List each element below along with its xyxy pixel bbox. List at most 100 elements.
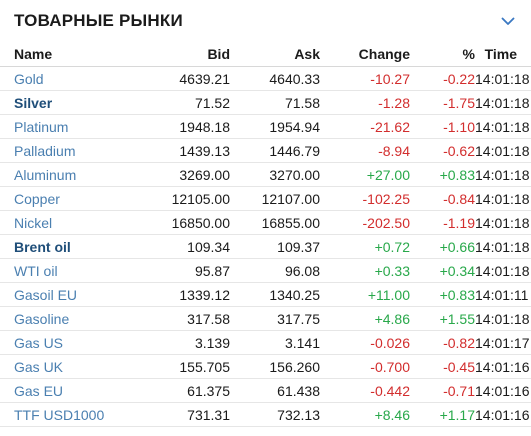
bid-value: 1948.18 xyxy=(120,114,230,139)
table-row[interactable]: Palladium 1439.13 1446.79 -8.94 -0.62 14:01:1… xyxy=(0,138,531,163)
time-value: 14:01:18 xyxy=(475,90,531,115)
change-value: +27.00 xyxy=(320,162,410,187)
percent-change-value: -0.22 xyxy=(410,66,475,91)
name-cell: TTF USD1000 xyxy=(0,402,120,427)
name-cell: Brent oil xyxy=(0,234,120,259)
table-row[interactable]: Brent oil 109.34 109.37 +0.72 +0.66 14:01:18 xyxy=(0,234,531,259)
widget-header: ТОВАРНЫЕ РЫНКИ xyxy=(0,0,531,42)
table-row[interactable]: Copper 12105.00 12107.00 -102.25 -0.84 14:01:… xyxy=(0,186,531,211)
bid-value: 1339.12 xyxy=(120,282,230,307)
change-value: +0.33 xyxy=(320,258,410,283)
percent-change-value: -1.10 xyxy=(410,114,475,139)
percent-change-value: +1.55 xyxy=(410,306,475,331)
name-cell: Gas EU xyxy=(0,378,120,403)
column-header-change[interactable]: Change xyxy=(320,42,410,67)
percent-change-value: +0.34 xyxy=(410,258,475,283)
name-cell: Gasoil EU xyxy=(0,282,120,307)
instrument-name-link[interactable]: Brent oil xyxy=(14,238,71,255)
instrument-name-link[interactable]: Gas EU xyxy=(14,382,64,399)
table-row[interactable]: Platinum 1948.18 1954.94 -21.62 -1.10 14:01:1… xyxy=(0,114,531,139)
instrument-name-link[interactable]: Gas UK xyxy=(14,358,64,375)
column-header-ask[interactable]: Ask xyxy=(230,42,320,67)
instrument-name-link[interactable]: TTF USD1000 xyxy=(14,406,105,423)
change-value: -8.94 xyxy=(320,138,410,163)
name-cell: Nickel xyxy=(0,210,120,235)
instrument-name-link[interactable]: WTI oil xyxy=(14,262,58,279)
bid-value: 3.139 xyxy=(120,330,230,355)
name-cell: Platinum xyxy=(0,114,120,139)
column-header-bid[interactable]: Bid xyxy=(120,42,230,67)
time-value: 14:01:11 xyxy=(475,282,531,307)
time-value: 14:01:16 xyxy=(475,378,531,403)
change-value: -21.62 xyxy=(320,114,410,139)
instrument-name-link[interactable]: Palladium xyxy=(14,142,76,159)
bid-value: 61.375 xyxy=(120,378,230,403)
ask-value: 317.75 xyxy=(230,306,320,331)
table-row[interactable]: WTI oil 95.87 96.08 +0.33 +0.34 14:01:18 xyxy=(0,258,531,283)
time-value: 14:01:17 xyxy=(475,330,531,355)
percent-change-value: -0.62 xyxy=(410,138,475,163)
percent-change-value: -0.84 xyxy=(410,186,475,211)
instrument-name-link[interactable]: Gas US xyxy=(14,334,64,351)
table-row[interactable]: Gasoline 317.58 317.75 +4.86 +1.55 14:01:18 xyxy=(0,306,531,331)
percent-change-value: -1.19 xyxy=(410,210,475,235)
instrument-name-link[interactable]: Copper xyxy=(14,190,60,207)
time-value: 14:01:18 xyxy=(475,210,531,235)
table-row[interactable]: Gas UK 155.705 156.260 -0.700 -0.45 14:01:16 xyxy=(0,354,531,379)
instrument-name-link[interactable]: Silver xyxy=(14,94,53,111)
table-row[interactable]: Gas US 3.139 3.141 -0.026 -0.82 14:01:17 xyxy=(0,330,531,355)
percent-change-value: -0.82 xyxy=(410,330,475,355)
change-value: -10.27 xyxy=(320,66,410,91)
widget-title: ТОВАРНЫЕ РЫНКИ xyxy=(14,11,183,30)
column-header-name[interactable]: Name xyxy=(0,42,120,67)
table-row[interactable]: Gas EU 61.375 61.438 -0.442 -0.71 14:01:16 xyxy=(0,378,531,403)
bid-value: 731.31 xyxy=(120,402,230,427)
bid-value: 1439.13 xyxy=(120,138,230,163)
time-value: 14:01:18 xyxy=(475,162,531,187)
percent-change-value: +1.17 xyxy=(410,402,475,427)
time-value: 14:01:18 xyxy=(475,306,531,331)
table-row[interactable]: Aluminum 3269.00 3270.00 +27.00 +0.83 14:01:1… xyxy=(0,162,531,187)
table-row[interactable]: Silver 71.52 71.58 -1.28 -1.75 14:01:18 xyxy=(0,90,531,115)
ask-value: 96.08 xyxy=(230,258,320,283)
table-row[interactable]: Gold 4639.21 4640.33 -10.27 -0.22 14:01:18 xyxy=(0,66,531,91)
instrument-name-link[interactable]: Nickel xyxy=(14,214,53,231)
change-value: -0.700 xyxy=(320,354,410,379)
ask-value: 1340.25 xyxy=(230,282,320,307)
percent-change-value: +0.83 xyxy=(410,162,475,187)
instrument-name-link[interactable]: Gasoil EU xyxy=(14,286,78,303)
percent-change-value: +0.83 xyxy=(410,282,475,307)
name-cell: Palladium xyxy=(0,138,120,163)
bid-value: 71.52 xyxy=(120,90,230,115)
ask-value: 71.58 xyxy=(230,90,320,115)
ask-value: 109.37 xyxy=(230,234,320,259)
bid-value: 109.34 xyxy=(120,234,230,259)
instrument-name-link[interactable]: Platinum xyxy=(14,118,69,135)
change-value: +8.46 xyxy=(320,402,410,427)
time-value: 14:01:18 xyxy=(475,138,531,163)
name-cell: Silver xyxy=(0,90,120,115)
chevron-down-icon[interactable] xyxy=(499,12,517,30)
change-value: -202.50 xyxy=(320,210,410,235)
bid-value: 155.705 xyxy=(120,354,230,379)
column-header-time[interactable]: Time xyxy=(475,42,531,67)
instrument-name-link[interactable]: Gold xyxy=(14,70,44,87)
change-value: -1.28 xyxy=(320,90,410,115)
change-value: +11.00 xyxy=(320,282,410,307)
name-cell: Aluminum xyxy=(0,162,120,187)
change-value: -0.442 xyxy=(320,378,410,403)
instrument-name-link[interactable]: Aluminum xyxy=(14,166,77,183)
name-cell: Copper xyxy=(0,186,120,211)
time-value: 14:01:18 xyxy=(475,258,531,283)
ask-value: 4640.33 xyxy=(230,66,320,91)
table-row[interactable]: TTF USD1000 731.31 732.13 +8.46 +1.17 14:01:1… xyxy=(0,402,531,427)
table-row[interactable]: Gasoil EU 1339.12 1340.25 +11.00 +0.83 14:01:… xyxy=(0,282,531,307)
percent-change-value: +0.66 xyxy=(410,234,475,259)
time-value: 14:01:18 xyxy=(475,186,531,211)
name-cell: Gas US xyxy=(0,330,120,355)
column-header-pct[interactable]: % xyxy=(410,42,475,67)
table-row[interactable]: Nickel 16850.00 16855.00 -202.50 -1.19 14:01:… xyxy=(0,210,531,235)
instrument-name-link[interactable]: Gasoline xyxy=(14,310,70,327)
ask-value: 732.13 xyxy=(230,402,320,427)
